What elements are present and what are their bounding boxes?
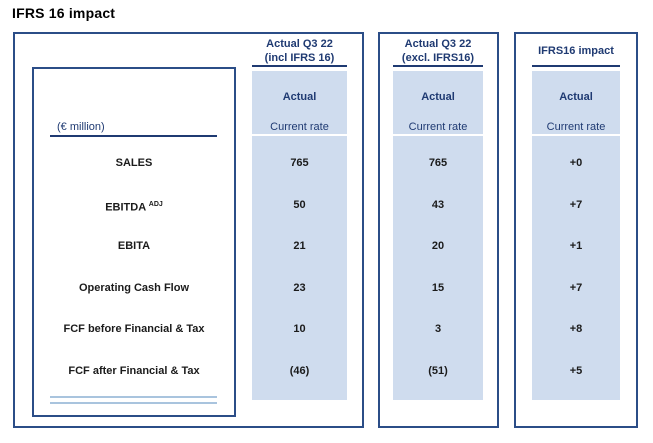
row-label-text: FCF after Financial & Tax [68, 365, 200, 377]
page-title: IFRS 16 impact [12, 5, 116, 21]
rate-separator-line [532, 134, 620, 136]
rate-separator-line [252, 134, 347, 136]
row-label-ebitda-adj: EBITDA ADJ [34, 196, 234, 214]
value-cell: 10 [293, 323, 306, 335]
value-cell: 50 [293, 199, 306, 211]
value-cell: +7 [569, 282, 583, 294]
value-cell: 20 [431, 240, 445, 252]
column-header-excl-ifrs16: Actual Q3 22 (excl. IFRS16) [368, 36, 508, 66]
panel-actual-excl-ifrs16: Actual Q3 22 (excl. IFRS16) Actual Curre… [378, 32, 499, 428]
value-cell: +5 [569, 365, 583, 377]
value-cell: 765 [428, 157, 448, 169]
sub-header-actual: Actual [559, 91, 593, 103]
unit-label: (€ million) [57, 121, 105, 133]
data-band-ifrs16-impact: Actual Current rate +0 +7 +1 +7 +8 +5 [532, 71, 620, 400]
sub-header-current-rate: Current rate [270, 121, 329, 133]
sub-header-actual: Actual [421, 91, 455, 103]
row-label-text: FCF before Financial & Tax [63, 323, 205, 335]
row-label-text: SALES [115, 157, 153, 169]
value-cell: 765 [290, 157, 309, 169]
value-cell: 23 [293, 282, 306, 294]
column-header-line2: (excl. IFRS16) [401, 52, 475, 64]
unit-underline [50, 135, 217, 137]
panel-ifrs16-impact: IFRS16 impact Actual Current rate +0 +7 … [514, 32, 638, 428]
sub-header-actual: Actual [282, 91, 317, 103]
column-header-line2: (incl IFRS 16) [264, 52, 335, 64]
panel-actual-incl-ifrs16: (€ million) SALES EBITDA ADJ EBITA Opera… [13, 32, 364, 428]
row-label-superscript: ADJ [148, 201, 163, 208]
value-cell: 21 [293, 240, 306, 252]
data-band-incl-ifrs16: Actual Current rate 765 50 21 23 10 (46) [252, 71, 347, 400]
column-header-line1: Actual Q3 22 [266, 38, 333, 50]
row-label-text: EBITDA [105, 201, 146, 214]
value-cell: (51) [428, 365, 448, 377]
row-label-operating-cash-flow: Operating Cash Flow [34, 279, 234, 297]
value-cell: (46) [289, 365, 310, 377]
value-cell: +7 [569, 199, 583, 211]
value-cell: +1 [569, 240, 583, 252]
row-labels-box: (€ million) SALES EBITDA ADJ EBITA Opera… [32, 67, 236, 417]
data-band-excl-ifrs16: Actual Current rate 765 43 20 15 3 (51) [393, 71, 483, 400]
column-header-line1: IFRS16 impact [538, 45, 614, 57]
row-label-ebita: EBITA [34, 237, 234, 255]
value-cell: +0 [569, 157, 583, 169]
column-header-line1: Actual Q3 22 [404, 38, 472, 50]
value-cell: 3 [434, 323, 442, 335]
row-label-fcf-after: FCF after Financial & Tax [34, 362, 234, 380]
column-header-ifrs16-impact: IFRS16 impact [507, 36, 645, 66]
row-label-text: EBITA [117, 240, 151, 252]
column-header-incl-ifrs16: Actual Q3 22 (incl IFRS 16) [227, 36, 372, 66]
value-cell: +8 [569, 323, 583, 335]
row-label-fcf-before: FCF before Financial & Tax [34, 320, 234, 338]
rate-separator-line [393, 134, 483, 136]
total-double-underline [50, 396, 217, 404]
row-label-sales: SALES [34, 154, 234, 172]
sub-header-current-rate: Current rate [408, 121, 468, 133]
value-cell: 43 [431, 199, 445, 211]
row-label-text: Operating Cash Flow [78, 282, 189, 294]
value-cell: 15 [431, 282, 445, 294]
sub-header-current-rate: Current rate [546, 121, 606, 133]
